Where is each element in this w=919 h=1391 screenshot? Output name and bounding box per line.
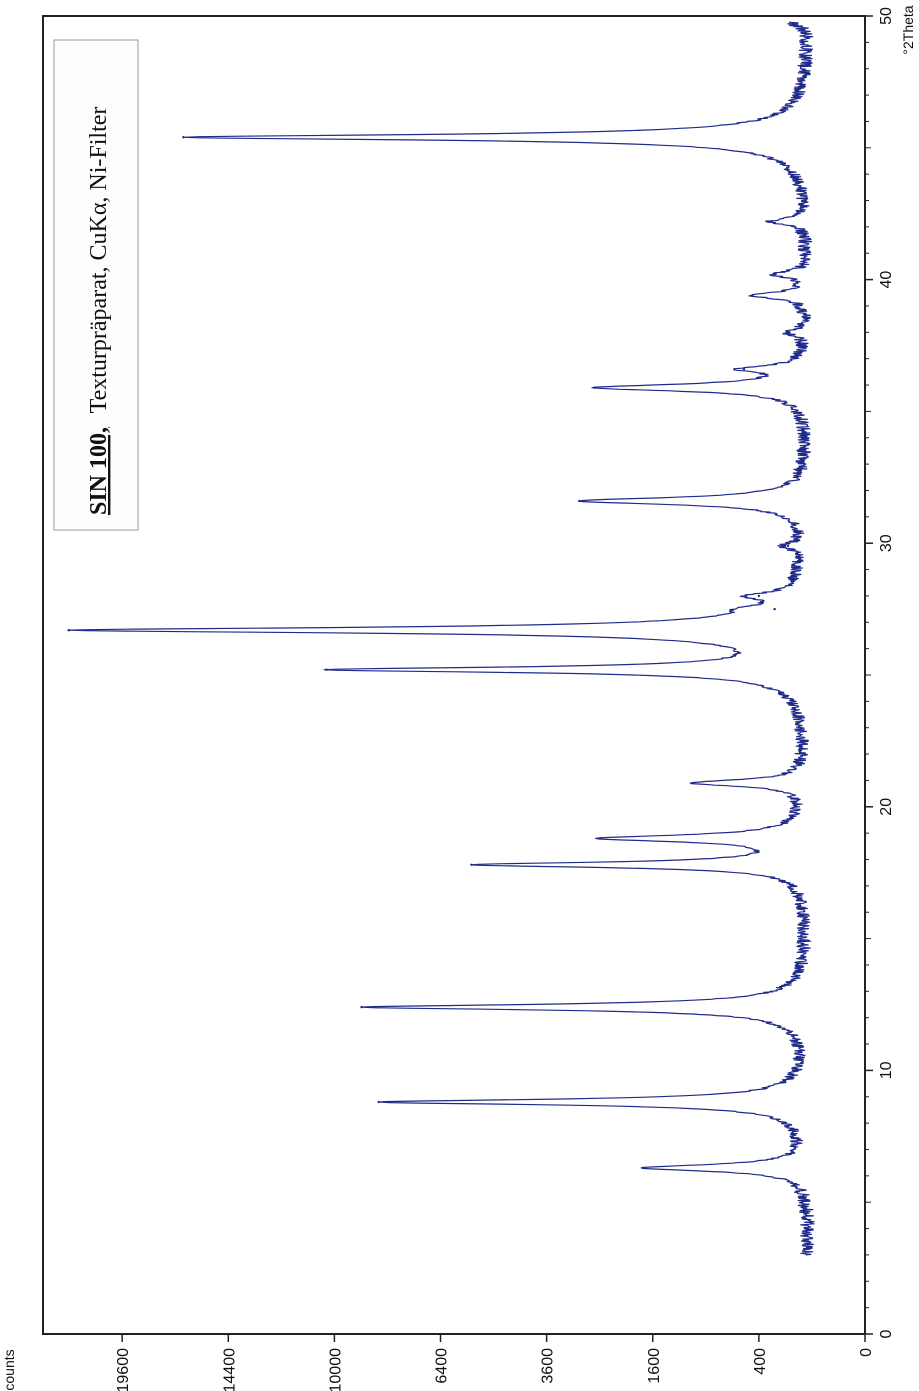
- y-tick-label: 400: [752, 1348, 769, 1375]
- legend-label: SIN 100, Texturpräparat, CuKα, Ni-Filter: [86, 107, 112, 515]
- y-axis-title: counts: [1, 1349, 17, 1390]
- y-axis: 0 400 1600 3600 6400 10000 14400 19600: [115, 1334, 875, 1391]
- y-tick-label: 10000: [327, 1348, 344, 1391]
- x-axis-title: °2Theta: [900, 5, 916, 54]
- peak-point: [751, 294, 754, 297]
- peak-point: [360, 1005, 363, 1009]
- peak-point: [377, 1100, 380, 1104]
- legend-frame: [53, 39, 139, 531]
- peak-point: [742, 368, 746, 371]
- x-tick-label: 50: [878, 7, 895, 25]
- peak-point: [773, 607, 776, 611]
- peak-point: [325, 668, 328, 671]
- peak-point: [593, 386, 596, 389]
- x-tick-label: 30: [878, 534, 895, 552]
- x-tick-label: 40: [878, 271, 895, 289]
- peak-point: [691, 781, 695, 785]
- peak-point: [786, 544, 790, 548]
- legend-box: SIN 100, Texturpräparat, CuKα, Ni-Filter: [53, 39, 139, 531]
- plot-frame: [42, 15, 866, 1335]
- peak-point: [770, 220, 773, 223]
- x-tick-label: 0: [878, 1329, 895, 1338]
- peak-point: [757, 594, 761, 598]
- peak-point: [792, 22, 796, 26]
- peak-point: [470, 863, 473, 866]
- legend-description: Texturpräparat, CuKα, Ni-Filter: [86, 107, 112, 414]
- y-tick-label: 3600: [540, 1348, 557, 1384]
- y-tick-label: 1600: [646, 1348, 663, 1384]
- diffraction-trace: [67, 21, 815, 1256]
- x-axis: 0 10 20 30 40 50: [865, 7, 895, 1338]
- peak-point: [67, 628, 71, 632]
- peak-markers: [67, 22, 796, 1170]
- y-tick-label: 0: [858, 1348, 875, 1357]
- peak-point: [786, 331, 790, 334]
- peak-point: [641, 1166, 645, 1170]
- x-tick-label: 20: [878, 798, 895, 816]
- peak-point: [773, 273, 776, 276]
- peak-point: [182, 136, 185, 139]
- peak-point: [598, 837, 601, 840]
- y-tick-label: 19600: [115, 1348, 132, 1391]
- legend-sample-name: SIN 100,: [86, 427, 112, 515]
- peak-point: [578, 499, 581, 503]
- y-tick-label: 6400: [434, 1348, 451, 1384]
- y-tick-label: 14400: [221, 1348, 238, 1391]
- x-tick-label: 10: [878, 1061, 895, 1079]
